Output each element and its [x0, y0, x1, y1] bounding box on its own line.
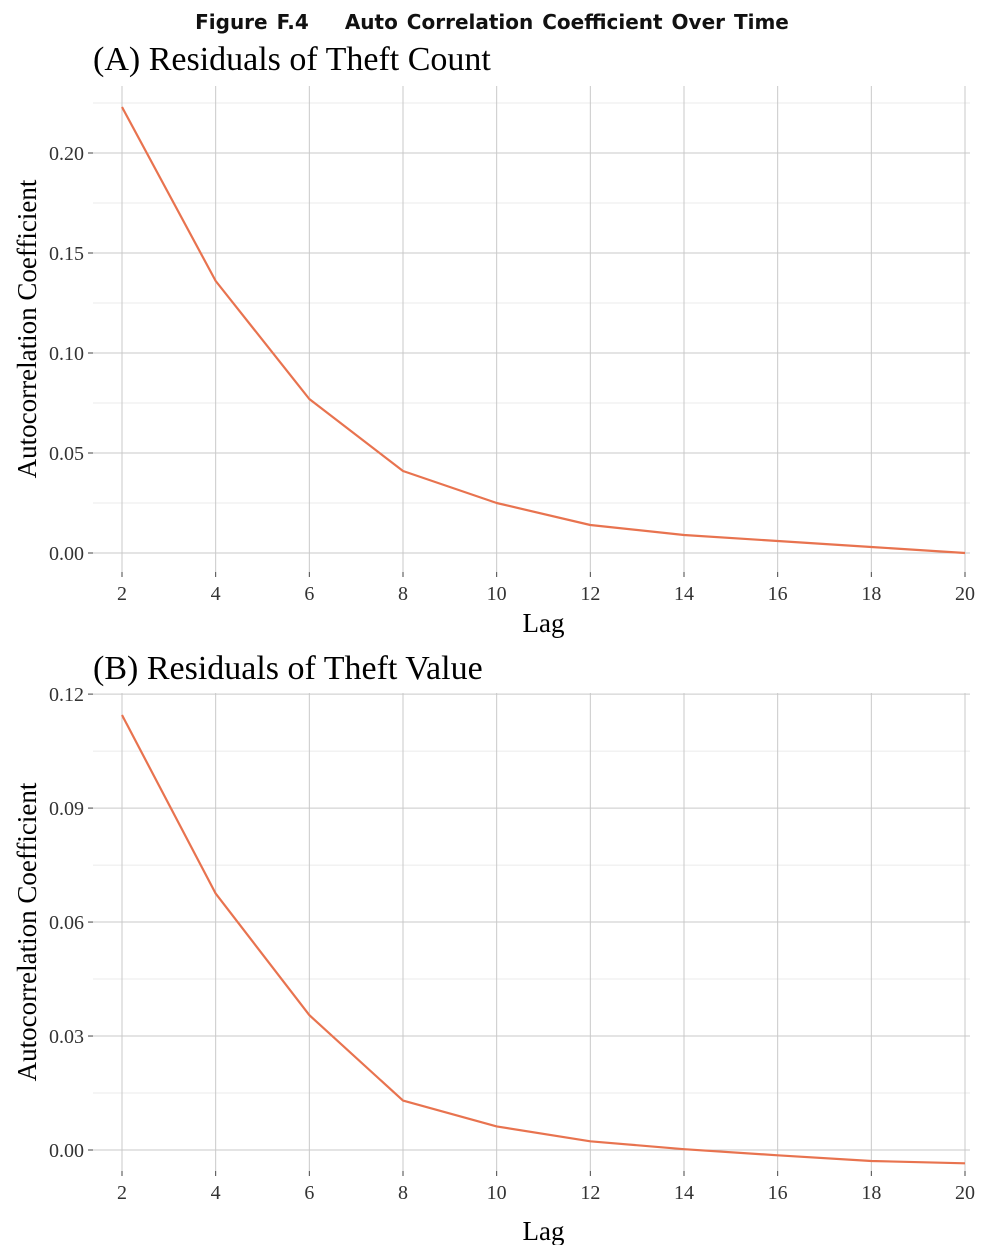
x-tick-label: 6 — [304, 583, 314, 605]
y-tick-label: 0.12 — [49, 684, 84, 706]
y-axis-label: Autocorrelation Coefficient — [12, 782, 42, 1081]
y-axis-label: Autocorrelation Coefficient — [12, 179, 42, 478]
x-tick-label: 2 — [117, 583, 127, 605]
y-tick-label: 0.06 — [49, 912, 84, 934]
y-tick-label: 0.00 — [49, 1140, 84, 1162]
y-tick-label: 0.00 — [49, 543, 84, 565]
y-tick-label: 0.20 — [49, 143, 84, 165]
panel-title: (B) Residuals of Theft Value — [93, 650, 483, 687]
x-tick-label: 2 — [117, 1182, 127, 1204]
chart-panel-a: (A) Residuals of Theft Count 2 4 6 8 10 12 14 16… — [12, 41, 975, 638]
x-tick-label: 4 — [211, 583, 221, 605]
x-tick-label: 8 — [398, 1182, 408, 1204]
x-axis-label: Lag — [523, 608, 565, 638]
x-tick-label: 20 — [955, 1182, 975, 1204]
x-tick-label: 18 — [861, 583, 881, 605]
chart-panel-b: (B) Residuals of Theft Value 2 4 6 8 10 12 14 16… — [12, 650, 975, 1245]
x-tick-label: 16 — [768, 583, 788, 605]
x-tick-label: 10 — [487, 583, 507, 605]
x-tick-label: 10 — [487, 1182, 507, 1204]
x-tick-label: 16 — [768, 1182, 788, 1204]
x-tick-label: 4 — [211, 1182, 221, 1204]
x-tick-label: 6 — [304, 1182, 314, 1204]
figure-title: Figure F.4 Auto Correlation Coefficient O… — [0, 10, 984, 34]
x-tick-label: 14 — [674, 1182, 694, 1204]
series-line — [121, 714, 966, 1165]
y-tick-label: 0.10 — [49, 343, 84, 365]
x-tick-label: 8 — [398, 583, 408, 605]
x-axis-label: Lag — [523, 1216, 565, 1245]
y-tick-label: 0.09 — [49, 798, 84, 820]
y-tick-label: 0.05 — [49, 443, 84, 465]
series-line — [121, 106, 966, 555]
x-tick-label: 14 — [674, 583, 694, 605]
y-tick-label: 0.03 — [49, 1026, 84, 1048]
x-tick-label: 18 — [861, 1182, 881, 1204]
figure-number: Figure F.4 — [195, 10, 309, 34]
x-tick-label: 12 — [580, 1182, 600, 1204]
panel-title: (A) Residuals of Theft Count — [93, 41, 491, 78]
x-tick-label: 12 — [580, 583, 600, 605]
x-tick-label: 20 — [955, 583, 975, 605]
figure-caption: Auto Correlation Coefficient Over Time — [344, 10, 789, 34]
y-tick-label: 0.15 — [49, 243, 84, 265]
